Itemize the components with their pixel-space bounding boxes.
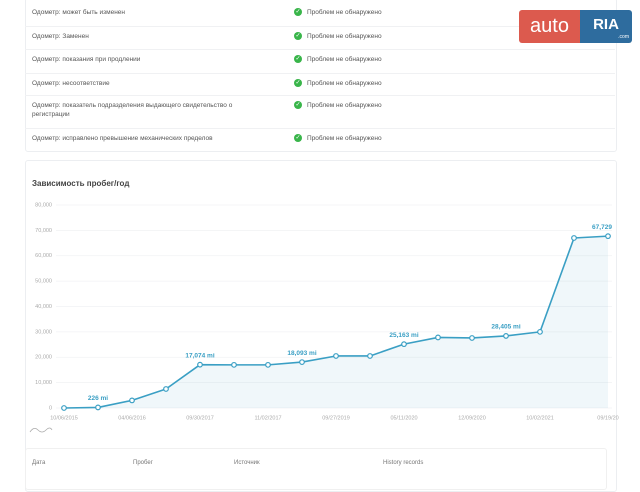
value-label: 226 mi — [88, 395, 108, 402]
y-tick-label: 70,000 — [35, 228, 52, 234]
check-status-text: Проблем не обнаружено — [307, 32, 382, 40]
check-icon: ✓ — [294, 134, 302, 142]
point — [163, 386, 169, 392]
point — [265, 361, 271, 368]
point — [537, 328, 543, 335]
check-status-text: Проблем не обнаружено — [307, 55, 382, 63]
value-label: 17,074 mi — [185, 352, 214, 359]
value-label: 18,093 mi — [287, 350, 316, 357]
check-icon: ✓ — [294, 101, 302, 109]
check-status: ✓ Проблем не обнаружено — [294, 79, 382, 87]
logo-left: auto — [519, 10, 580, 43]
value-label: 25,163 mi — [389, 332, 418, 339]
check-label: Одометр: исправлено превышение механичес… — [32, 135, 213, 142]
point — [367, 353, 373, 359]
check-status-text: Проблем не обнаружено — [307, 79, 382, 87]
chart-icon — [29, 427, 53, 433]
check-label: Одометр: может быть изменен — [32, 9, 125, 16]
check-icon: ✓ — [294, 55, 302, 63]
chart-title: Зависимость пробег/год — [32, 179, 129, 188]
x-tick-label: 04/06/2016 — [118, 415, 146, 421]
point — [571, 235, 577, 241]
point — [231, 361, 237, 368]
x-tick-label: 12/09/2020 — [458, 415, 486, 421]
page: Одометр: может быть изменен ✓ Проблем не о… — [25, 0, 632, 492]
row-separator — [25, 49, 615, 50]
logo-right: RIA — [593, 16, 619, 33]
x-tick-label: 09/30/2017 — [186, 415, 214, 421]
row-separator — [25, 95, 615, 96]
value-label: 28,405 mi — [491, 324, 520, 331]
y-tick-label: 10,000 — [35, 380, 52, 386]
check-status: ✓ Проблем не обнаружено — [294, 32, 382, 40]
table-header-cell: Дата — [32, 460, 46, 466]
point — [401, 341, 407, 348]
check-label: Одометр: несоответствие — [32, 80, 110, 87]
table-header-cell: Пробег — [133, 460, 153, 466]
y-tick-label: 60,000 — [35, 253, 52, 259]
x-tick-label: 11/02/2017 — [254, 415, 281, 421]
x-tick-label: 10/02/2021 — [526, 415, 554, 421]
y-tick-label: 80,000 — [35, 202, 52, 208]
point — [435, 334, 441, 341]
check-status-text: Проблем не обнаружено — [307, 8, 382, 16]
point — [197, 361, 203, 368]
y-tick-label: 0 — [49, 405, 52, 411]
point — [129, 397, 135, 404]
area — [64, 236, 608, 408]
value-label: 67,729 — [592, 224, 612, 231]
check-status: ✓ Проблем не обнаружено — [294, 134, 382, 142]
logo-right-box: RIA .com — [580, 10, 632, 43]
point — [299, 359, 305, 365]
y-tick-label: 20,000 — [35, 355, 52, 361]
table-header-cell: History records — [383, 460, 424, 466]
check-label: Одометр: Заменен — [32, 33, 89, 40]
check-icon: ✓ — [294, 8, 302, 16]
point — [61, 405, 67, 411]
row-separator — [25, 128, 615, 129]
check-label: Одометр: показатель подразделения выдающ… — [32, 102, 233, 118]
check-status: ✓ Проблем не обнаружено — [294, 101, 382, 109]
logo-suffix: .com — [618, 34, 629, 40]
x-tick-label: 09/19/20 — [597, 415, 618, 421]
table-header-cell: Источник — [234, 460, 260, 466]
y-tick-label: 50,000 — [35, 279, 52, 285]
check-icon: ✓ — [294, 79, 302, 87]
check-label: Одометр: показания при продлении — [32, 56, 141, 63]
logo: auto RIA .com — [519, 10, 632, 43]
row-separator — [25, 73, 615, 74]
check-status-text: Проблем не обнаружено — [307, 134, 382, 142]
point — [333, 353, 339, 359]
point — [605, 233, 611, 240]
checks-card — [25, 0, 617, 152]
x-tick-label: 05/11/2020 — [390, 415, 417, 421]
point — [95, 404, 101, 411]
check-status: ✓ Проблем не обнаружено — [294, 8, 382, 16]
y-tick-label: 30,000 — [35, 329, 52, 335]
x-tick-label: 10/06/2015 — [50, 415, 78, 421]
chart-card — [25, 160, 617, 492]
check-icon: ✓ — [294, 32, 302, 40]
y-tick-label: 40,000 — [35, 304, 52, 310]
point — [469, 335, 475, 341]
point — [503, 333, 509, 339]
x-tick-label: 09/27/2019 — [322, 415, 350, 421]
chart: Зависимость пробег/год 0 10,000 20,000 30,0… — [29, 179, 619, 433]
check-status: ✓ Проблем не обнаружено — [294, 55, 382, 63]
check-status-text: Проблем не обнаружено — [307, 101, 382, 109]
row-separator — [25, 26, 615, 27]
